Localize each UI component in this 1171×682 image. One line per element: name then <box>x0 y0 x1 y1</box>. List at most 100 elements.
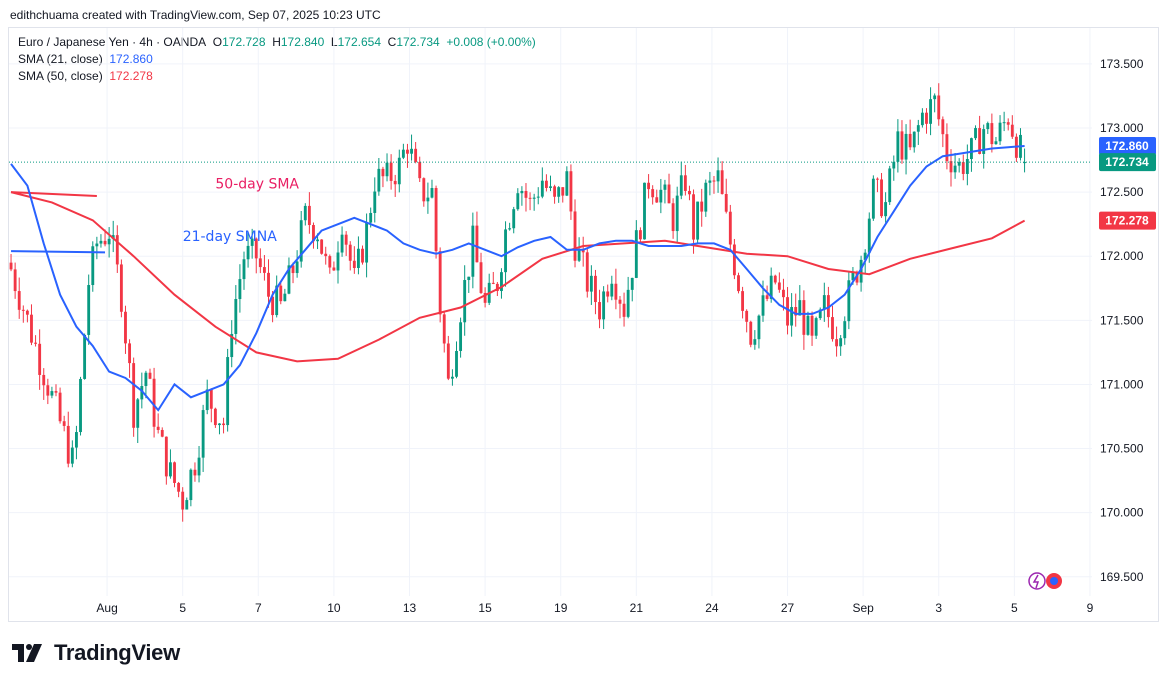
candle <box>822 282 826 322</box>
candle-body <box>1006 122 1010 125</box>
candle <box>1002 111 1006 132</box>
candle <box>679 161 683 200</box>
candle <box>622 292 626 327</box>
candle-body <box>1002 122 1006 124</box>
candle <box>843 316 847 345</box>
candle-body <box>275 285 279 316</box>
candle-body <box>732 244 736 276</box>
candle-body <box>634 230 638 278</box>
candle <box>66 411 70 468</box>
candle-body <box>912 131 916 148</box>
candle-body <box>692 194 695 240</box>
candle <box>275 275 279 318</box>
candle <box>352 246 356 274</box>
candle-body <box>961 162 965 174</box>
candle-body <box>765 295 769 299</box>
candle <box>9 254 13 272</box>
candle <box>442 311 446 353</box>
price-tick-label: 172.000 <box>1100 249 1144 263</box>
candle-body <box>708 180 712 183</box>
time-tick-label: 3 <box>935 601 942 615</box>
candle <box>406 143 409 168</box>
candle-body <box>544 180 548 188</box>
candle-body <box>34 342 37 344</box>
candle-body <box>483 292 487 303</box>
candle <box>831 305 834 342</box>
candle <box>201 404 205 472</box>
candle-body <box>336 252 340 271</box>
candle <box>589 265 593 305</box>
candle <box>173 461 176 488</box>
candle <box>99 234 103 248</box>
candle <box>54 384 58 397</box>
candle-body <box>826 295 830 318</box>
candle-body <box>262 267 266 273</box>
candle <box>62 415 66 432</box>
candle-body <box>442 314 446 344</box>
candle <box>708 171 712 196</box>
candle-body <box>847 280 851 322</box>
candle-body <box>585 252 589 292</box>
price-tick-label: 173.000 <box>1100 121 1144 135</box>
candle-body <box>42 374 46 386</box>
time-tick-label: 21 <box>630 601 644 615</box>
candle-body <box>9 262 13 270</box>
legend-high-label: H <box>272 35 281 49</box>
candle <box>978 115 982 155</box>
candle-body <box>871 178 875 219</box>
candle <box>340 226 344 257</box>
time-tick-label: 19 <box>554 601 568 615</box>
candle <box>83 333 87 380</box>
candle <box>262 255 266 281</box>
legend-low: 172.654 <box>337 35 381 49</box>
price-tick-label: 173.500 <box>1100 57 1144 71</box>
candle <box>724 178 728 214</box>
candle-body <box>54 391 58 393</box>
candle <box>941 116 945 148</box>
tradingview-logo[interactable]: TradingView <box>12 640 180 666</box>
candle <box>961 154 965 181</box>
candle-body <box>307 205 311 226</box>
candle-body <box>152 378 156 427</box>
candle <box>659 178 663 214</box>
candle <box>324 246 328 265</box>
legend-sma21-label: SMA (21, close) <box>18 52 103 66</box>
candle-body <box>540 180 544 197</box>
candle-body <box>254 238 258 259</box>
candle-body <box>450 376 454 379</box>
candle <box>536 187 540 205</box>
candle <box>585 247 589 298</box>
legend-sma50-row[interactable]: SMA (50, close) 172.278 <box>18 68 536 85</box>
candle <box>933 93 937 113</box>
candle-body <box>769 275 773 299</box>
candle <box>70 440 74 468</box>
candle-body <box>638 230 642 240</box>
candle <box>904 124 908 175</box>
candle <box>246 231 250 268</box>
time-tick-label: 15 <box>478 601 492 615</box>
candle <box>295 250 299 278</box>
candle <box>990 113 994 153</box>
candle <box>871 175 875 221</box>
candle-body <box>205 389 209 411</box>
candle-body <box>115 235 119 265</box>
candle-body <box>920 112 924 126</box>
candle-body <box>173 462 176 483</box>
candle <box>557 186 561 203</box>
candle <box>414 142 418 164</box>
candle-body <box>393 180 397 185</box>
candle <box>671 198 675 239</box>
candle <box>459 317 463 358</box>
candle <box>532 193 536 211</box>
legend-sma21-row[interactable]: SMA (21, close) 172.860 <box>18 51 536 68</box>
candle <box>422 177 426 207</box>
event-icon-inner <box>1050 577 1058 585</box>
candle <box>880 172 883 218</box>
candle-body <box>124 311 127 344</box>
price-tick-label: 170.500 <box>1100 442 1144 456</box>
candle-body <box>839 338 843 347</box>
candle <box>17 277 21 319</box>
candle-body <box>794 307 798 316</box>
candle-body <box>986 123 990 130</box>
